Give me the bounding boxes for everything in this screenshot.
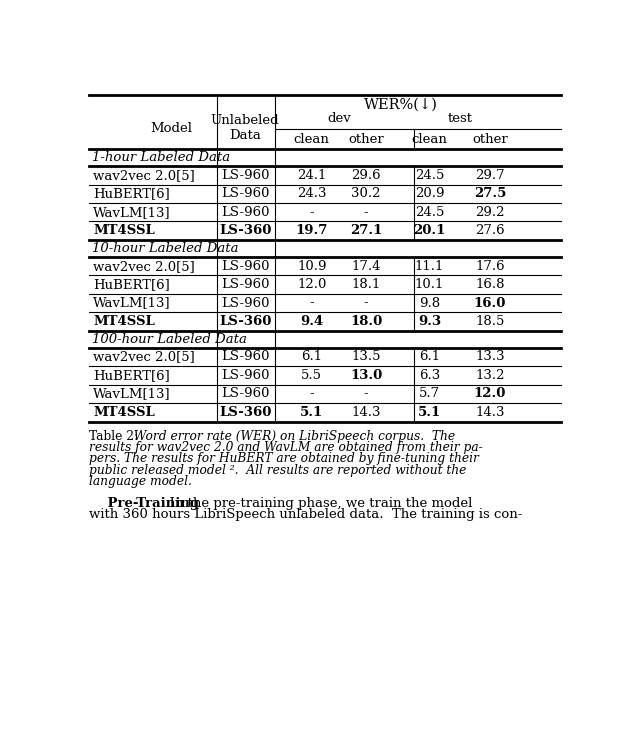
Text: 17.4: 17.4 xyxy=(351,260,381,272)
Text: Pre-Training: Pre-Training xyxy=(89,496,199,510)
Text: 6.1: 6.1 xyxy=(301,350,322,364)
Text: Table 2:: Table 2: xyxy=(89,430,139,443)
Text: 5.1: 5.1 xyxy=(300,406,323,419)
Text: LS-960: LS-960 xyxy=(221,260,269,272)
Text: 13.3: 13.3 xyxy=(476,350,505,364)
Text: 18.0: 18.0 xyxy=(350,315,382,328)
Text: LS-960: LS-960 xyxy=(221,206,269,219)
Text: -: - xyxy=(309,387,314,401)
Text: 1-hour Labeled Data: 1-hour Labeled Data xyxy=(93,151,231,164)
Text: MT4SSL: MT4SSL xyxy=(93,315,155,328)
Text: 27.1: 27.1 xyxy=(350,224,382,237)
Text: 11.1: 11.1 xyxy=(415,260,444,272)
Text: LS-360: LS-360 xyxy=(219,406,271,419)
Text: 24.5: 24.5 xyxy=(415,206,444,219)
Text: MT4SSL: MT4SSL xyxy=(93,224,155,237)
Text: 13.2: 13.2 xyxy=(476,369,505,382)
Text: 19.7: 19.7 xyxy=(295,224,328,237)
Text: clean: clean xyxy=(294,133,330,145)
Text: 9.4: 9.4 xyxy=(300,315,323,328)
Text: with 360 hours LibriSpeech unlabeled data.  The training is con-: with 360 hours LibriSpeech unlabeled dat… xyxy=(89,508,522,522)
Text: 6.3: 6.3 xyxy=(419,369,440,382)
Text: WavLM[13]: WavLM[13] xyxy=(93,387,171,401)
Text: 30.2: 30.2 xyxy=(351,187,381,200)
Text: 14.3: 14.3 xyxy=(351,406,381,419)
Text: LS-960: LS-960 xyxy=(221,297,269,309)
Text: 16.8: 16.8 xyxy=(476,278,505,291)
Text: WavLM[13]: WavLM[13] xyxy=(93,206,171,219)
Text: results for wav2vec 2.0 and WavLM are obtained from their pa-: results for wav2vec 2.0 and WavLM are ob… xyxy=(89,441,483,454)
Text: dev: dev xyxy=(327,112,351,125)
Text: other: other xyxy=(472,133,508,145)
Text: Unlabeled
Data: Unlabeled Data xyxy=(210,114,280,142)
Text: 13.5: 13.5 xyxy=(351,350,381,364)
Text: 100-hour Labeled Data: 100-hour Labeled Data xyxy=(93,333,247,346)
Text: 10.9: 10.9 xyxy=(297,260,327,272)
Text: WER%(↓): WER%(↓) xyxy=(364,97,438,111)
Text: LS-960: LS-960 xyxy=(221,387,269,401)
Text: 29.7: 29.7 xyxy=(476,168,505,182)
Text: other: other xyxy=(348,133,384,145)
Text: -: - xyxy=(364,297,368,309)
Text: 18.5: 18.5 xyxy=(476,315,505,328)
Text: -: - xyxy=(364,387,368,401)
Text: 6.1: 6.1 xyxy=(419,350,440,364)
Text: 10.1: 10.1 xyxy=(415,278,444,291)
Text: 9.8: 9.8 xyxy=(419,297,440,309)
Text: HuBERT[6]: HuBERT[6] xyxy=(93,369,170,382)
Text: LS-360: LS-360 xyxy=(219,315,271,328)
Text: 24.5: 24.5 xyxy=(415,168,444,182)
Text: wav2vec 2.0[5]: wav2vec 2.0[5] xyxy=(93,168,195,182)
Text: LS-960: LS-960 xyxy=(221,168,269,182)
Text: 9.3: 9.3 xyxy=(418,315,441,328)
Text: 5.5: 5.5 xyxy=(301,369,322,382)
Text: 5.1: 5.1 xyxy=(418,406,441,419)
Text: LS-960: LS-960 xyxy=(221,350,269,364)
Text: HuBERT[6]: HuBERT[6] xyxy=(93,278,170,291)
Text: Word error rate (WER) on LibriSpeech corpus.  The: Word error rate (WER) on LibriSpeech cor… xyxy=(126,430,455,443)
Text: MT4SSL: MT4SSL xyxy=(93,406,155,419)
Text: 24.1: 24.1 xyxy=(297,168,327,182)
Text: . In the pre-training phase, we train the model: . In the pre-training phase, we train th… xyxy=(160,496,472,510)
Text: 5.7: 5.7 xyxy=(419,387,440,401)
Text: 27.6: 27.6 xyxy=(476,224,505,237)
Text: 27.5: 27.5 xyxy=(474,187,506,200)
Text: clean: clean xyxy=(411,133,448,145)
Text: 29.2: 29.2 xyxy=(476,206,505,219)
Text: -: - xyxy=(364,206,368,219)
Text: 12.0: 12.0 xyxy=(474,387,506,401)
Text: 13.0: 13.0 xyxy=(350,369,382,382)
Text: -: - xyxy=(309,206,314,219)
Text: language model.: language model. xyxy=(89,475,192,487)
Text: LS-960: LS-960 xyxy=(221,187,269,200)
Text: public released model ².  All results are reported without the: public released model ². All results are… xyxy=(89,464,467,476)
Text: HuBERT[6]: HuBERT[6] xyxy=(93,187,170,200)
Text: WavLM[13]: WavLM[13] xyxy=(93,297,171,309)
Text: wav2vec 2.0[5]: wav2vec 2.0[5] xyxy=(93,260,195,272)
Text: LS-360: LS-360 xyxy=(219,224,271,237)
Text: LS-960: LS-960 xyxy=(221,278,269,291)
Text: LS-960: LS-960 xyxy=(221,369,269,382)
Text: 18.1: 18.1 xyxy=(351,278,380,291)
Text: wav2vec 2.0[5]: wav2vec 2.0[5] xyxy=(93,350,195,364)
Text: 17.6: 17.6 xyxy=(476,260,505,272)
Text: pers. The results for HuBERT are obtained by fine-tuning their: pers. The results for HuBERT are obtaine… xyxy=(89,453,479,465)
Text: 14.3: 14.3 xyxy=(476,406,505,419)
Text: 10-hour Labeled Data: 10-hour Labeled Data xyxy=(93,242,239,255)
Text: 20.1: 20.1 xyxy=(413,224,446,237)
Text: 24.3: 24.3 xyxy=(297,187,327,200)
Text: 29.6: 29.6 xyxy=(351,168,381,182)
Text: 16.0: 16.0 xyxy=(474,297,506,309)
Text: Model: Model xyxy=(150,122,193,135)
Text: -: - xyxy=(309,297,314,309)
Text: test: test xyxy=(447,112,472,125)
Text: 20.9: 20.9 xyxy=(415,187,444,200)
Text: 12.0: 12.0 xyxy=(297,278,327,291)
